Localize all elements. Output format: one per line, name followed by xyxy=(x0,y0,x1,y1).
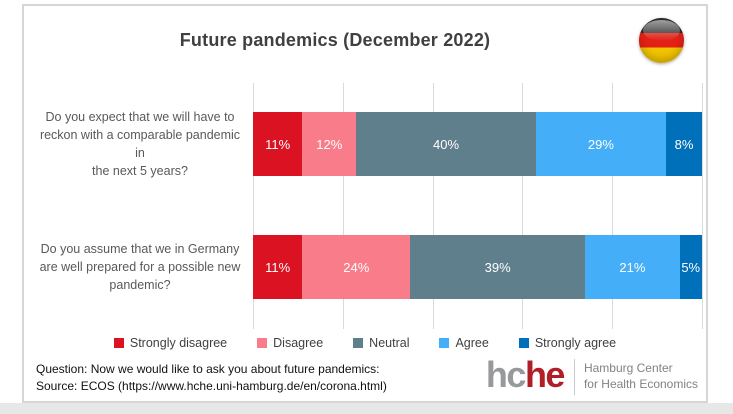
row-label-line: the next 5 years? xyxy=(92,164,188,179)
gridline-100pct xyxy=(702,83,703,329)
bar-segment-strongly-disagree: 11% xyxy=(253,112,303,176)
legend-swatch-strongly-disagree-icon xyxy=(113,338,124,348)
gridline-80pct xyxy=(612,83,614,329)
bar-row-germany-prepared: 11% 24% 39% 21% 5% xyxy=(253,235,702,299)
legend-item-disagree: Disagree xyxy=(257,336,323,350)
row-label-line: Do you expect that we will have to xyxy=(45,109,235,124)
bar-row-expect-pandemic: 11% 12% 40% 29% 8% xyxy=(253,112,702,176)
legend-item-agree: Agree xyxy=(439,336,489,350)
bar-segment-strongly-agree: 5% xyxy=(679,235,702,299)
bar-segment-neutral: 39% xyxy=(410,235,586,299)
stacked-bar-chart: Do you expect that we will have to recko… xyxy=(24,83,706,329)
bar-segment-neutral: 40% xyxy=(356,112,536,176)
legend-swatch-neutral-icon xyxy=(353,338,364,348)
row-label-line: pandemic? xyxy=(109,278,171,293)
legend-label: Strongly disagree xyxy=(129,336,228,350)
gridline-0pct xyxy=(253,83,254,329)
row-label-line: are well prepared for a possible new xyxy=(39,259,241,274)
hche-logo: hche Hamburg Center for Health Economics xyxy=(486,357,698,397)
row-label-line: reckon with a comparable pandemic in xyxy=(39,127,241,160)
footer-question-line: Question: Now we would like to ask you a… xyxy=(36,362,380,377)
page-background-strip xyxy=(0,403,733,414)
legend-label: Neutral xyxy=(369,336,410,350)
footer-notes: Question: Now we would like to ask you a… xyxy=(36,361,387,395)
logo-text-he: he xyxy=(524,354,566,395)
chart-title: Future pandemics (December 2022) xyxy=(179,30,491,50)
bar-segment-agree: 29% xyxy=(535,112,667,176)
row-label-line: Do you assume that we in Germany xyxy=(40,241,240,256)
legend-swatch-disagree-icon xyxy=(257,338,268,348)
bar-segment-agree: 21% xyxy=(585,235,680,299)
legend-item-strongly-agree: Strongly agree xyxy=(518,336,617,350)
logo-caption-line: Hamburg Center xyxy=(583,361,673,376)
chart-card: Future pandemics (December 2022) Do you … xyxy=(22,4,708,403)
logo-divider xyxy=(573,359,575,395)
footer-source-line: Source: ECOS (https://www.hche.uni-hambu… xyxy=(36,379,387,394)
legend-swatch-strongly-agree-icon xyxy=(518,338,529,348)
legend-item-neutral: Neutral xyxy=(353,336,409,350)
legend-label: Disagree xyxy=(273,336,324,350)
logo-caption-line: for Health Economics xyxy=(583,377,698,391)
gridline-40pct xyxy=(432,83,434,329)
plot-area: 11% 12% 40% 29% 8% 11% 24% 39% 21% 5% xyxy=(253,83,703,329)
gridline-60pct xyxy=(522,83,524,329)
bar-segment-strongly-agree: 8% xyxy=(666,112,702,176)
gridline-20pct xyxy=(342,83,344,329)
legend-swatch-agree-icon xyxy=(439,338,450,348)
german-flag-icon xyxy=(639,18,684,63)
hche-logo-wordmark: hche xyxy=(485,354,566,397)
logo-text-hc: hc xyxy=(485,354,527,395)
row-label-germany-prepared: Do you assume that we in Germany are wel… xyxy=(38,235,242,299)
legend-item-strongly-disagree: Strongly disagree xyxy=(113,336,228,350)
row-label-expect-pandemic: Do you expect that we will have to recko… xyxy=(38,109,242,179)
bar-segment-disagree: 24% xyxy=(302,235,411,299)
bar-segment-strongly-disagree: 11% xyxy=(253,235,303,299)
legend-label: Agree xyxy=(455,336,489,350)
legend-label: Strongly agree xyxy=(534,336,617,350)
logo-caption: Hamburg Center for Health Economics xyxy=(584,361,698,392)
chart-legend: Strongly disagree Disagree Neutral Agree… xyxy=(24,336,706,350)
bar-segment-disagree: 12% xyxy=(302,112,357,176)
